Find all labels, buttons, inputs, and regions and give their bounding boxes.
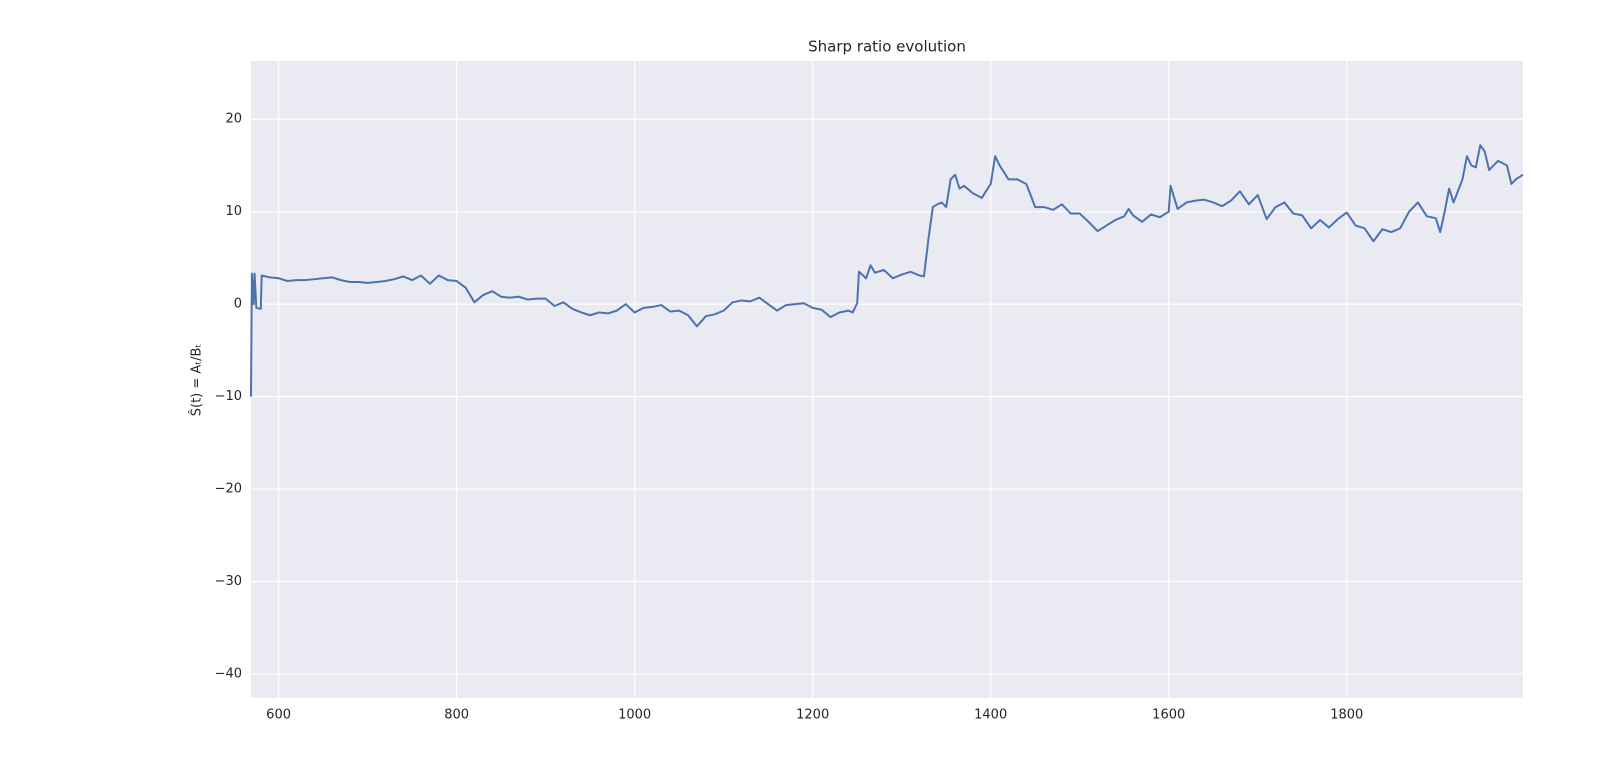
chart-title: Sharp ratio evolution: [808, 38, 966, 56]
x-tick-label: 800: [444, 708, 469, 723]
y-tick-label: −10: [215, 389, 242, 404]
y-tick-label: 10: [225, 204, 242, 219]
y-tick-label: 0: [234, 297, 242, 312]
y-tick-label: −40: [215, 666, 242, 681]
y-tick-label: −30: [215, 574, 242, 589]
x-tick-label: 1400: [974, 708, 1007, 723]
x-tick-label: 600: [266, 708, 291, 723]
x-tick-label: 1800: [1330, 708, 1363, 723]
plot-background: [251, 61, 1523, 698]
y-tick-label: −20: [215, 482, 242, 497]
x-tick-label: 1000: [618, 708, 651, 723]
y-tick-label: 20: [225, 112, 242, 127]
data-line: [250, 144, 1524, 397]
x-tick-label: 1200: [796, 708, 829, 723]
y-axis-label: Ŝ(t) = Aₜ/Bₜ: [189, 344, 205, 417]
x-tick-label: 1600: [1152, 708, 1185, 723]
